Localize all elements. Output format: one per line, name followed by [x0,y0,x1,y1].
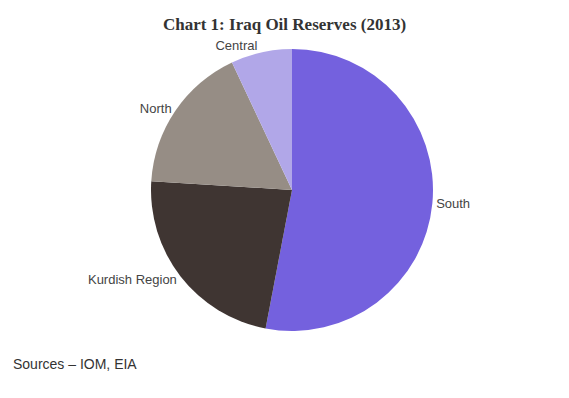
svg-text:Sources – IOM, EIA: Sources – IOM, EIA [13,356,137,372]
svg-text:Kurdish Region: Kurdish Region [88,272,177,287]
svg-text:Chart 1: Iraq Oil Reserves (20: Chart 1: Iraq Oil Reserves (2013) [163,15,406,34]
svg-text:Central: Central [215,38,257,53]
svg-text:South: South [436,196,470,211]
svg-text:North: North [140,101,172,116]
